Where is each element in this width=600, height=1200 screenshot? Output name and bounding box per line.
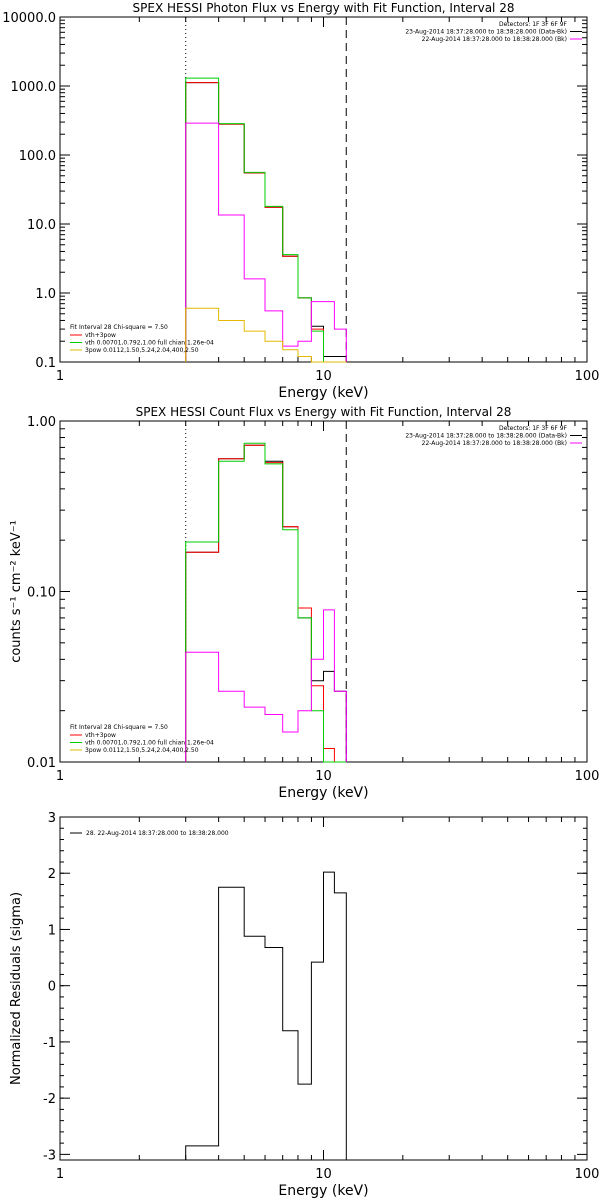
x-axis-label: Energy (keV): [278, 385, 368, 401]
y-tick-label: 1.00: [27, 415, 56, 430]
y-tick-label: 10.0: [27, 218, 56, 233]
y-tick-label: 10000.0: [2, 11, 56, 26]
info-text: Detectors: 1F 3F 6F 9F: [499, 21, 568, 28]
x-tick-label: 100: [575, 369, 600, 384]
legend-label: vth 0.00701,0.792,1.00 full chian 1.26e-…: [85, 340, 214, 347]
y-tick-label: -2: [43, 1092, 56, 1107]
info-text: 23-Aug-2014 18:37:28.000 to 18:38:28.000…: [405, 433, 567, 440]
y-tick-label: 0.10: [27, 586, 56, 601]
chart-title: SPEX HESSI Count Flux vs Energy with Fit…: [136, 405, 512, 419]
plot-1: SPEX HESSI Photon Flux vs Energy with Fi…: [2, 1, 599, 401]
y-tick-label: 0.01: [27, 756, 56, 771]
y-tick-label: 1000.0: [11, 80, 57, 95]
legend-label: 3pow 0.0112,1.50,5.24,2.04,400,2.50: [85, 747, 199, 754]
x-tick-label: 1: [56, 1167, 64, 1182]
x-tick-label: 10: [315, 769, 332, 784]
legend-label: 3pow 0.0112,1.50,5.24,2.04,400,2.50: [85, 347, 199, 354]
y-axis-label: counts s⁻¹ cm⁻² keV⁻¹: [9, 520, 24, 663]
info-text: 22-Aug-2014 18:37:28.000 to 18:38:28.000…: [422, 440, 567, 447]
x-tick-label: 100: [575, 1167, 600, 1182]
y-tick-label: -1: [43, 1036, 56, 1051]
legend-label: vth 0.00701,0.792,1.00 full chian 1.26e-…: [85, 740, 214, 747]
y-tick-label: 1.0: [35, 287, 56, 302]
y-tick-label: 0.1: [35, 356, 56, 371]
plot-3: 1 10 100 -3 -2 -1 0 1 2 3 Energy (keV) Normalized R…: [9, 811, 599, 1199]
legend-title: Fit Interval 28 Chi-square = 7.50: [70, 724, 168, 731]
x-axis-label: Energy (keV): [278, 785, 368, 801]
legend-label: 28. 22-Aug-2014 18:37:28.000 to 18:38:28…: [86, 830, 229, 837]
y-tick-label: 2: [48, 867, 56, 882]
info-text: 22-Aug-2014 18:37:28.000 to 18:38:28.000…: [422, 36, 567, 43]
series-2-step-line: [185, 82, 347, 363]
y-tick-label: 3: [48, 811, 56, 826]
plot-2: SPEX HESSI Count Flux vs Energy with Fit…: [9, 405, 599, 801]
x-tick-label: 10: [315, 1167, 332, 1182]
legend-label: vth+3pow: [85, 332, 116, 339]
x-tick-label: 1: [56, 769, 64, 784]
y-axis-label: Normalized Residuals (sigma): [9, 892, 24, 1085]
x-tick-label: 10: [315, 369, 332, 384]
y-tick-label: -3: [43, 1148, 56, 1163]
series-3-step-line: [185, 442, 347, 763]
x-tick-label: 1: [56, 369, 64, 384]
series-3-step-line: [185, 77, 347, 363]
info-text: Detectors: 1F 3F 6F 9F: [499, 425, 568, 432]
chart-title: SPEX HESSI Photon Flux vs Energy with Fi…: [133, 1, 515, 15]
x-tick-label: 100: [575, 769, 600, 784]
info-text: 23-Aug-2014 18:37:28.000 to 18:38:28.000…: [405, 29, 567, 36]
y-tick-label: 1: [48, 923, 56, 938]
y-tick-label: 100.0: [19, 149, 56, 164]
y-tick-label: 0: [48, 980, 56, 995]
series-1-step-line: [185, 82, 347, 362]
x-axis-label: Energy (keV): [278, 1183, 368, 1199]
series-1-step-line: [185, 871, 347, 1160]
series-5-step-line: [185, 307, 347, 363]
legend-title: Fit Interval 28 Chi-square = 7.50: [70, 324, 168, 331]
series-4-step-line: [185, 609, 347, 762]
plot-frame: [59, 16, 588, 363]
legend-label: vth+3pow: [85, 732, 116, 739]
plot-frame: [59, 816, 588, 1161]
